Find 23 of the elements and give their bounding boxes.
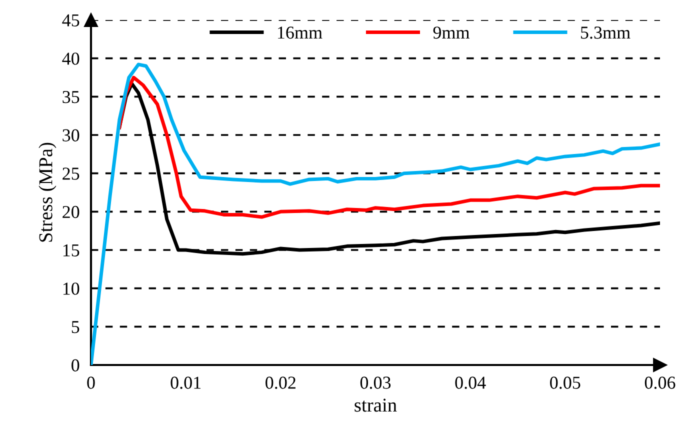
legend-label: 9mm bbox=[433, 26, 470, 39]
y-tick-label: 40 bbox=[62, 52, 80, 65]
x-tick-label: 0 bbox=[87, 376, 95, 389]
y-tick-label: 35 bbox=[62, 90, 80, 104]
y-tick-label: 20 bbox=[62, 206, 80, 218]
y-tick-label: 0 bbox=[72, 359, 80, 372]
y-tick-label: 25 bbox=[62, 168, 80, 180]
x-tick-label: 0.05 bbox=[550, 376, 580, 389]
x-axis-title: strain bbox=[354, 398, 397, 412]
x-tick-label: 0.06 bbox=[644, 376, 676, 389]
y-axis-title: Stress (MPa) bbox=[38, 142, 56, 242]
line-series bbox=[118, 76, 660, 219]
legend-label: 5.3mm bbox=[581, 26, 630, 39]
y-tick-label: 10 bbox=[63, 282, 80, 295]
x-tick-label: 0.04 bbox=[455, 376, 486, 389]
y-tick-label: 30 bbox=[62, 129, 80, 142]
x-tick-label: 0.03 bbox=[360, 376, 391, 389]
y-tick-label: 15 bbox=[63, 244, 80, 256]
x-tick-label: 0.01 bbox=[170, 376, 201, 389]
legend-label: 16mm bbox=[278, 26, 322, 39]
y-tick-label: 5 bbox=[72, 321, 80, 334]
y-tick-label: 45 bbox=[62, 14, 80, 26]
x-tick-label: 0.02 bbox=[266, 376, 296, 389]
